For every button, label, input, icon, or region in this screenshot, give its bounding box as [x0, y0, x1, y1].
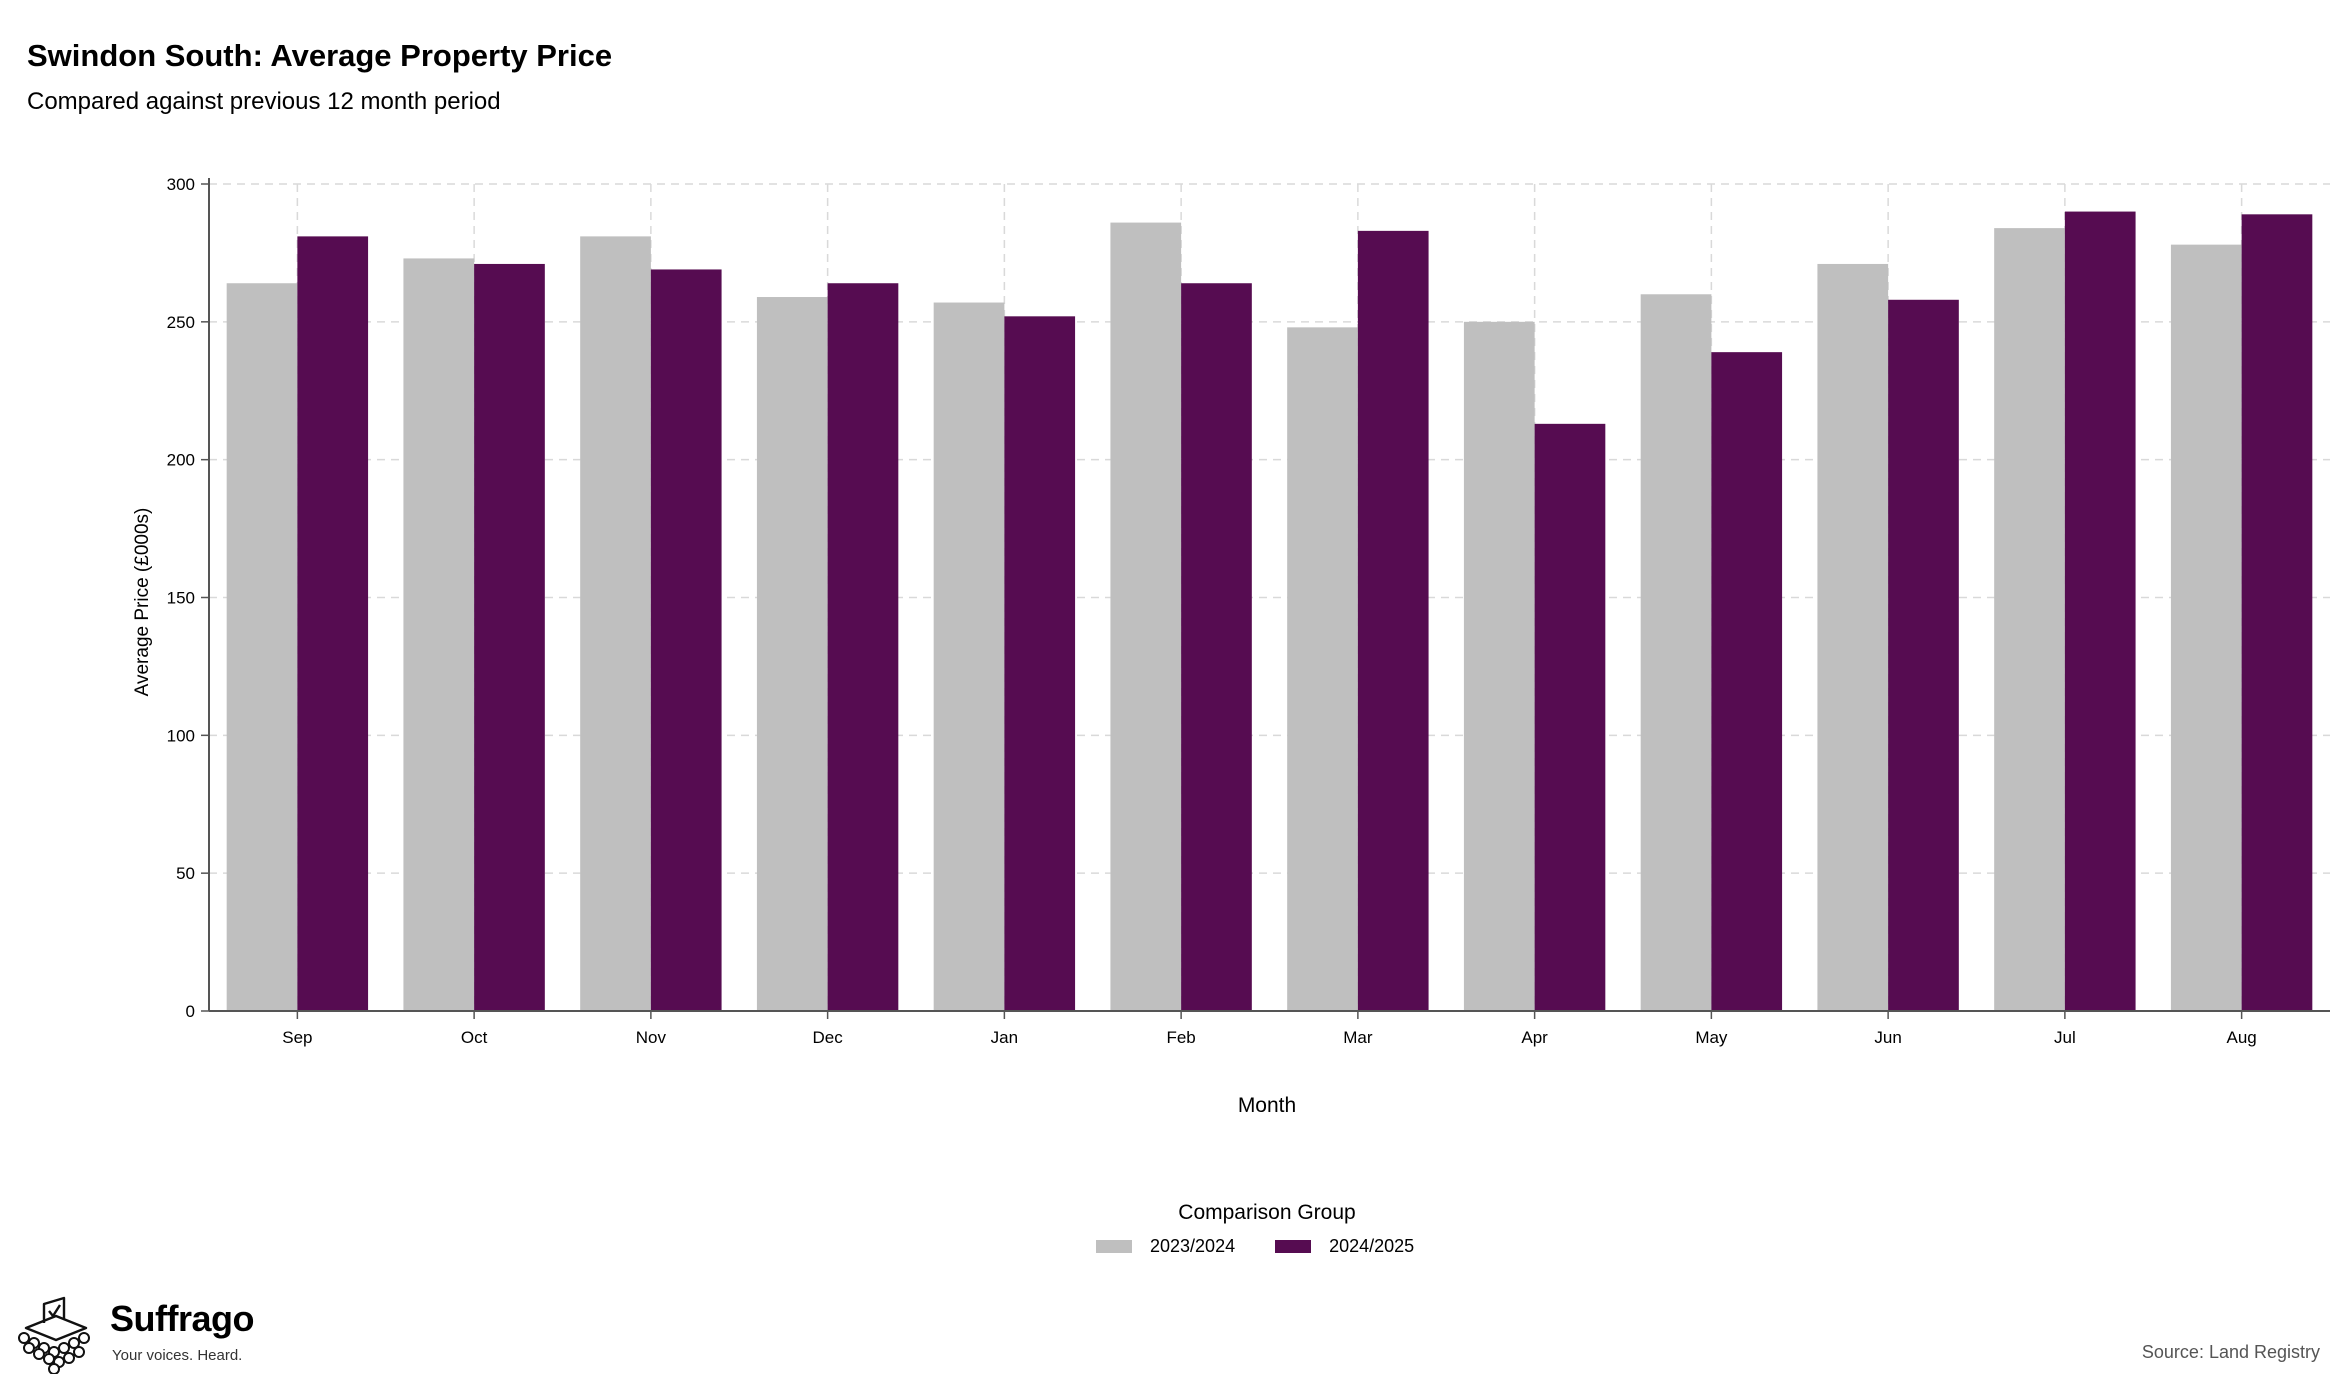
bar-jun-2024-2025 [1888, 299, 1959, 1011]
bar-nov-2024-2025 [650, 269, 722, 1011]
y-axis-label: Average Price (£000s) [132, 508, 153, 697]
chart-subtitle: Compared against previous 12 month perio… [27, 88, 501, 115]
bar-jan-2024-2025 [1004, 316, 1076, 1011]
bar-mar-2023-2024 [1287, 327, 1358, 1011]
y-tick-label: 0 [186, 1002, 195, 1021]
ballot-box-icon [18, 1296, 90, 1374]
bar-feb-2024-2025 [1181, 283, 1252, 1011]
bar-may-2023-2024 [1640, 294, 1712, 1011]
x-tick-label: Sep [282, 1028, 312, 1047]
bar-aug-2023-2024 [2170, 244, 2242, 1011]
tick-labels: 0 50 100 150 200 250 300 Sep Oct Nov Dec Jan Feb Mar A… [167, 175, 2257, 1047]
bar-sep-2023-2024 [226, 283, 298, 1011]
bar-nov-2023-2024 [580, 236, 651, 1012]
bar-aug-2024-2025 [2241, 214, 2313, 1011]
legend-swatch [1096, 1240, 1132, 1253]
legend-label: 2024/2025 [1329, 1236, 1415, 1256]
brand-name: Suffrago [110, 1298, 255, 1339]
y-tick-label: 300 [167, 175, 195, 194]
bar-jan-2023-2024 [933, 302, 1005, 1012]
x-tick-label: Jan [991, 1028, 1018, 1047]
legend-label: 2023/2024 [1150, 1236, 1236, 1256]
legend-title: Comparison Group [1178, 1201, 1356, 1224]
y-tick-label: 100 [167, 726, 195, 745]
y-tick-label: 200 [167, 451, 195, 470]
bar-dec-2024-2025 [827, 283, 899, 1011]
brand-tagline: Your voices. Heard. [112, 1347, 243, 1364]
legend-item-2023-2024: 2023/2024 [1096, 1236, 1235, 1257]
bar-chart: 0 50 100 150 200 250 300 Sep Oct Nov Dec Jan Feb Mar A… [132, 175, 2330, 1117]
source-note: Source: Land Registry [2141, 1342, 2320, 1362]
x-tick-label: Jul [2054, 1028, 2076, 1047]
legend: 2023/2024 2024/2025 [1096, 1236, 1454, 1257]
x-tick-label: Nov [636, 1028, 667, 1047]
x-tick-label: Mar [1343, 1028, 1373, 1047]
x-tick-label: May [1695, 1028, 1728, 1047]
bars [226, 211, 2313, 1012]
y-tick-label: 50 [176, 864, 195, 883]
bar-jul-2023-2024 [1994, 228, 2065, 1011]
x-tick-label: Apr [1521, 1028, 1548, 1047]
x-tick-label: Oct [461, 1028, 488, 1047]
x-axis-label: Month [1238, 1094, 1296, 1117]
x-tick-label: Dec [813, 1028, 844, 1047]
bar-feb-2023-2024 [1110, 222, 1182, 1012]
axes [201, 178, 2330, 1019]
bar-sep-2024-2025 [297, 236, 369, 1012]
y-tick-label: 150 [167, 589, 195, 608]
legend-swatch [1275, 1240, 1312, 1253]
legend-item-2024-2025: 2024/2025 [1275, 1236, 1414, 1257]
x-tick-label: Jun [1874, 1028, 1901, 1047]
y-tick-label: 250 [167, 313, 195, 332]
bar-jun-2023-2024 [1817, 263, 1889, 1011]
x-tick-label: Aug [2227, 1028, 2257, 1047]
bar-may-2024-2025 [1711, 352, 1783, 1011]
bar-apr-2024-2025 [1534, 423, 1606, 1012]
bar-jul-2024-2025 [2064, 211, 2136, 1012]
bar-dec-2023-2024 [756, 297, 828, 1012]
bar-oct-2023-2024 [403, 258, 475, 1011]
x-tick-label: Feb [1166, 1028, 1195, 1047]
chart-title: Swindon South: Average Property Price [27, 38, 613, 73]
bar-mar-2024-2025 [1357, 230, 1429, 1011]
bar-apr-2023-2024 [1463, 321, 1535, 1011]
bar-oct-2024-2025 [474, 263, 545, 1011]
